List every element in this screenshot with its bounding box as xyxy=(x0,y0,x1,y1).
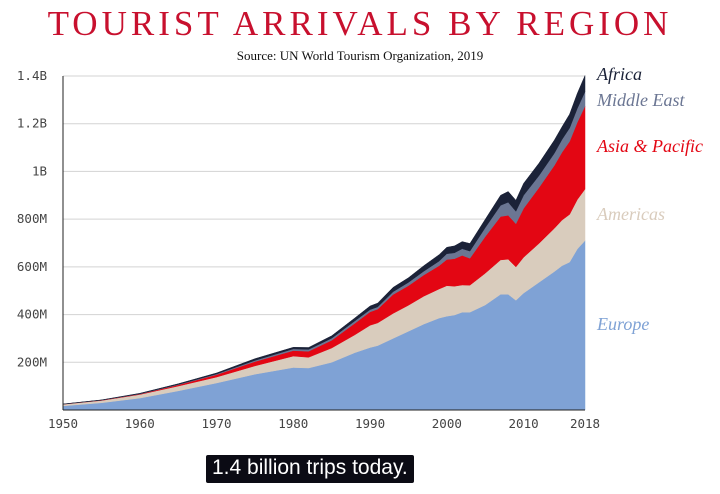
y-tick-labels: 200M 400M 600M 800M 1B 1.2B 1.4B xyxy=(17,68,47,369)
chart-title: TOURIST ARRIVALS BY REGION xyxy=(47,4,673,43)
legend-label-africa: Africa xyxy=(596,64,642,84)
x-tick-label: 1990 xyxy=(355,416,385,431)
y-tick-label: 800M xyxy=(17,211,47,226)
y-tick-label: 1.4B xyxy=(17,68,47,83)
chart-subtitle: Source: UN World Tourism Organization, 2… xyxy=(236,48,484,63)
axes xyxy=(62,76,585,411)
area-africa xyxy=(62,75,586,405)
y-tick-label: 600M xyxy=(17,259,47,274)
x-tick-label: 1960 xyxy=(125,416,155,431)
legend: Africa Middle East Asia & Pacific Americas E… xyxy=(596,64,703,334)
area-series xyxy=(62,75,586,411)
y-tick-label: 200M xyxy=(17,354,47,369)
y-tick-label: 400M xyxy=(17,307,47,322)
x-tick-label: 1950 xyxy=(48,416,78,431)
y-tick-label: 1.2B xyxy=(17,116,47,131)
video-caption: 1.4 billion trips today. xyxy=(206,455,414,483)
legend-label-asia-pacific: Asia & Pacific xyxy=(596,136,703,156)
x-tick-label: 1980 xyxy=(278,416,308,431)
x-tick-label: 2010 xyxy=(509,416,539,431)
y-tick-label: 1B xyxy=(32,163,47,178)
legend-label-middle-east: Middle East xyxy=(596,90,685,110)
x-tick-label: 1970 xyxy=(201,416,231,431)
x-tick-label: 2000 xyxy=(432,416,462,431)
legend-label-europe: Europe xyxy=(596,314,649,334)
x-tick-labels: 1950 1960 1970 1980 1990 2000 2010 2018 xyxy=(48,416,600,431)
x-tick-label: 2018 xyxy=(570,416,600,431)
legend-label-americas: Americas xyxy=(596,204,665,224)
